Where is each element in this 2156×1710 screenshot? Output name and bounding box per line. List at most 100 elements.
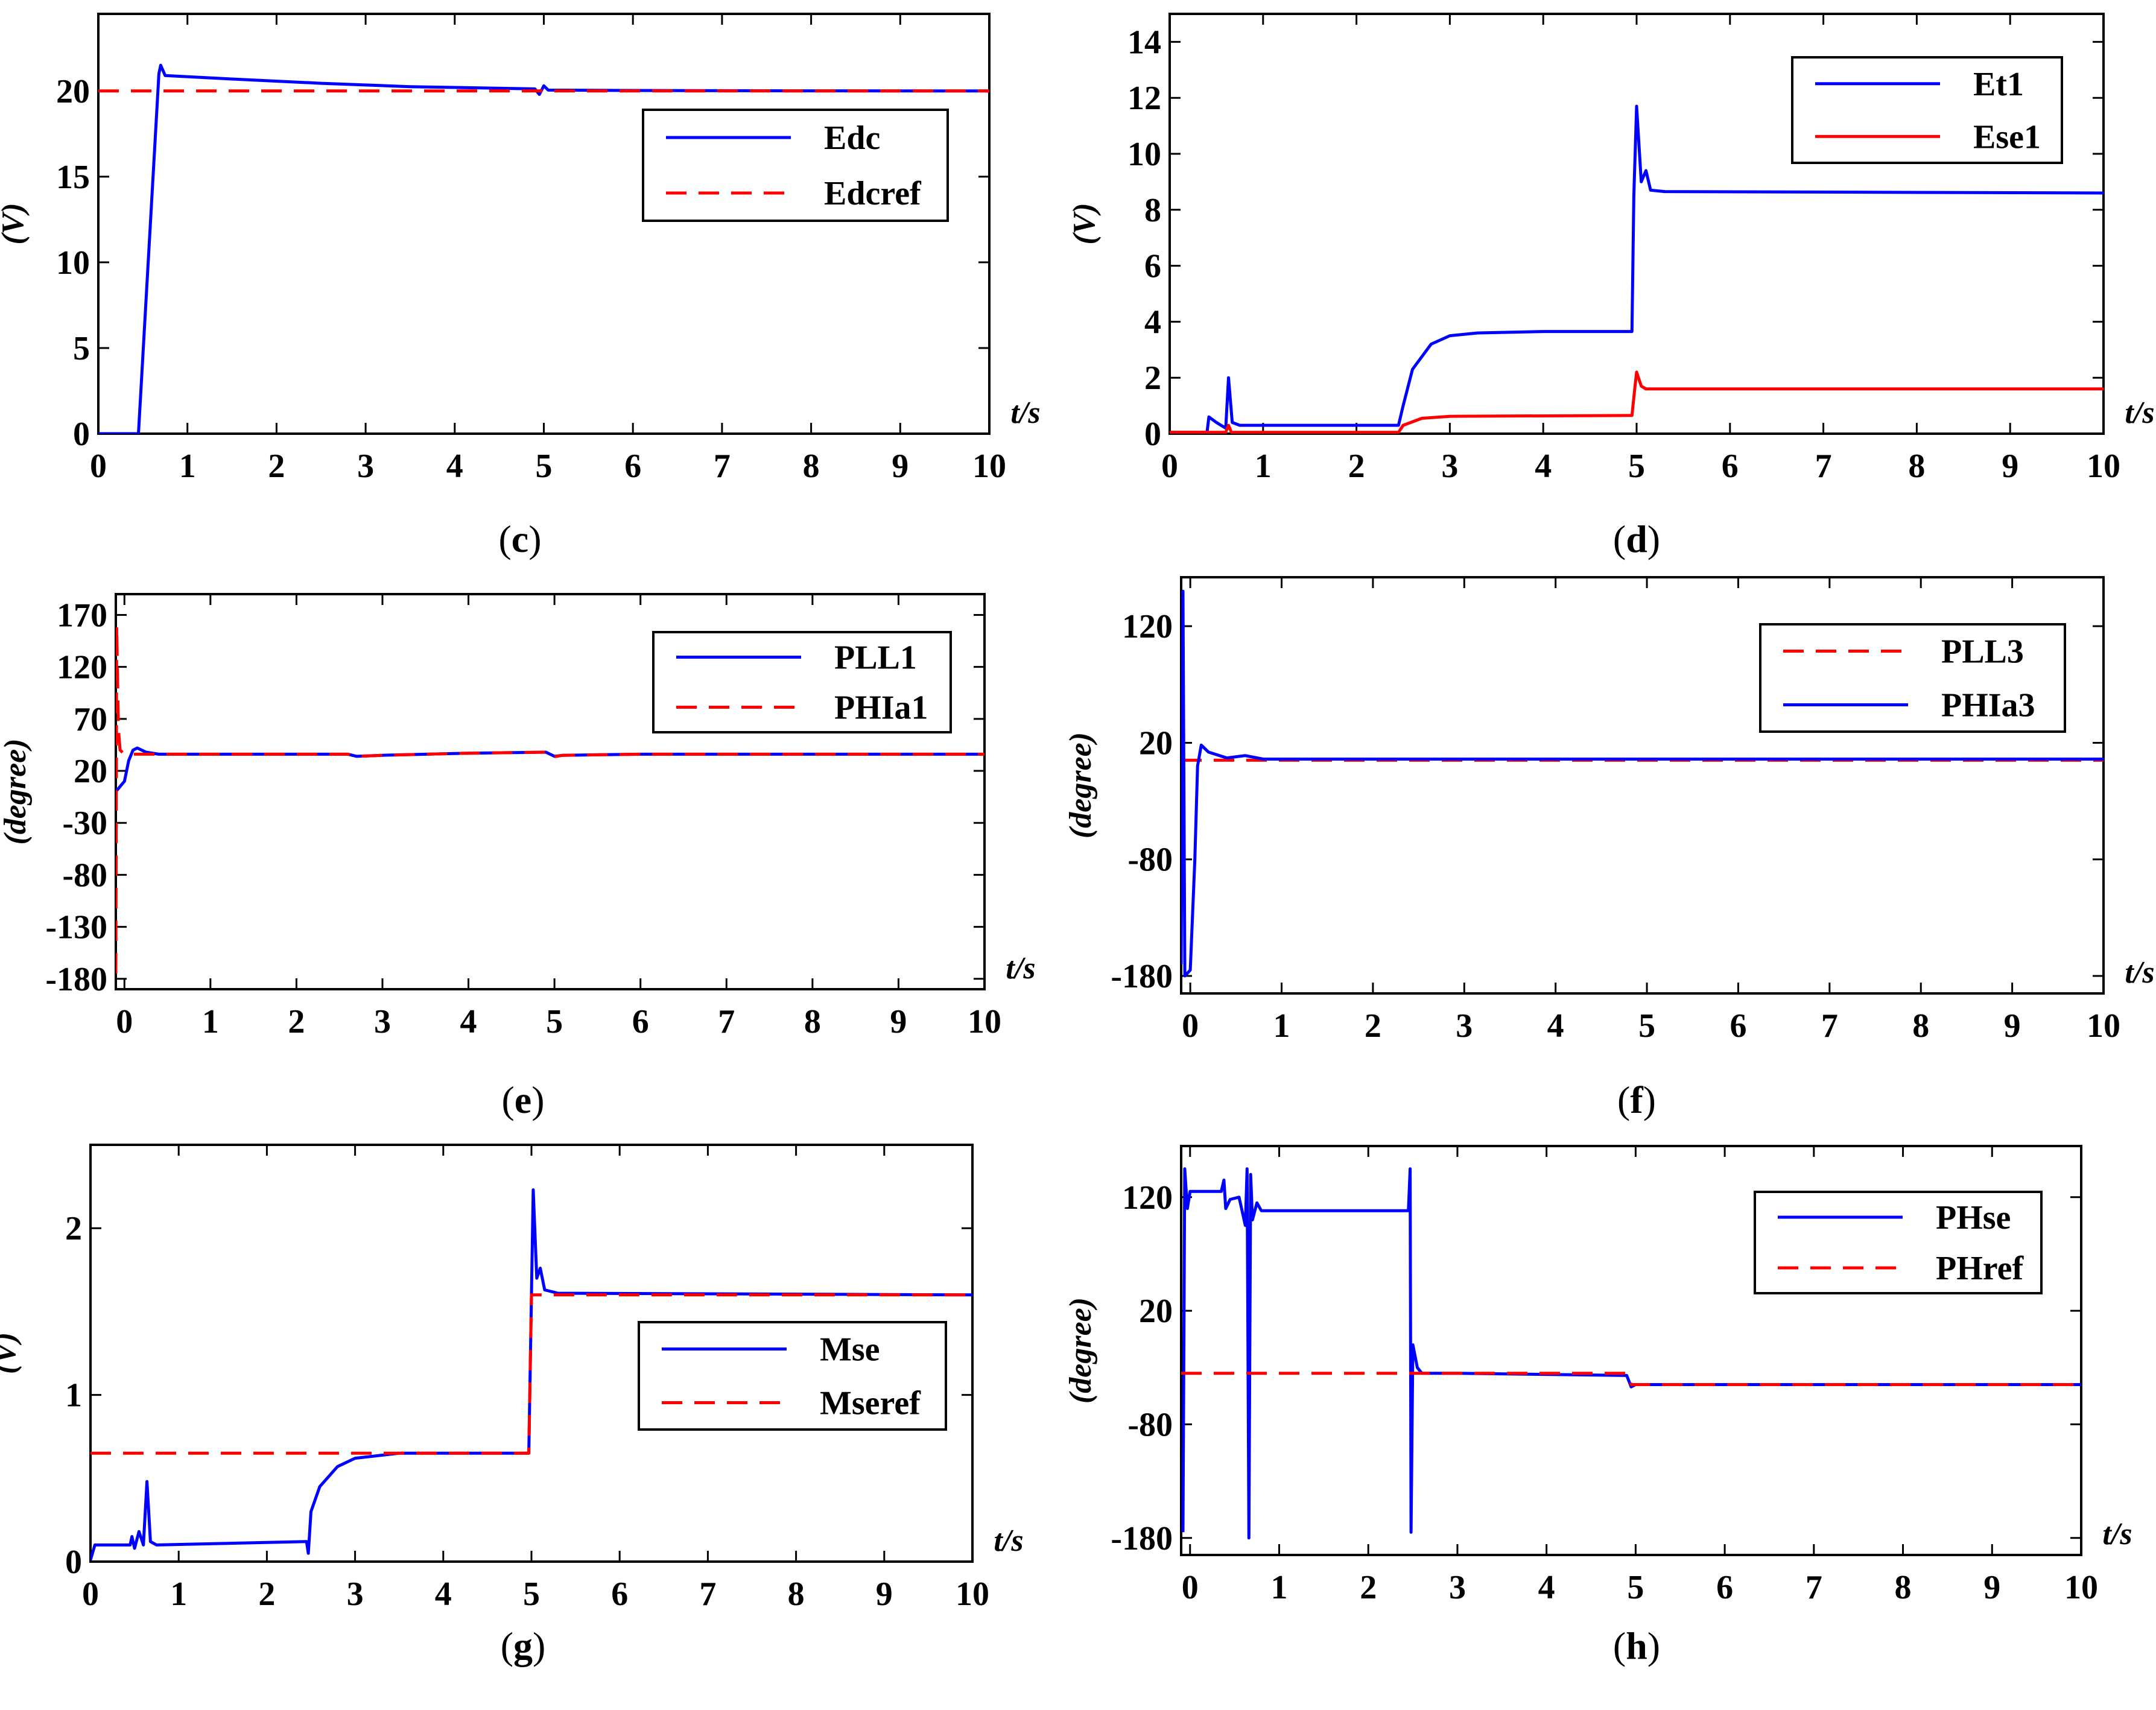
- x-tick-label: 7: [714, 448, 731, 485]
- x-tick-label: 2: [288, 1003, 305, 1040]
- y-tick-label: 120: [1122, 1179, 1173, 1217]
- x-tick-label: 8: [1912, 1007, 1929, 1045]
- y-axis-label: (degree): [1064, 1297, 1098, 1404]
- caption-close-paren: ): [1647, 518, 1660, 560]
- y-tick-label: 0: [1144, 416, 1161, 453]
- x-tick-label: 0: [1182, 1007, 1199, 1045]
- x-tick-label: 4: [1535, 448, 1552, 485]
- x-tick-label: 4: [1547, 1007, 1564, 1045]
- x-tick-label: 8: [1895, 1569, 1912, 1606]
- x-tick-label: 4: [446, 448, 463, 485]
- y-tick-label: 0: [73, 416, 90, 453]
- panel-e: 0 1 2 3 4 5 6 7 8 9 10 -180 -130 -80 -30 20 70 120 170 (deg…: [0, 593, 1036, 1121]
- x-tick-label: 3: [1449, 1569, 1466, 1606]
- x-tick-label: 0: [90, 448, 107, 485]
- x-tick-label: 3: [347, 1575, 364, 1613]
- x-tick-label: 8: [804, 1003, 821, 1040]
- caption-close-paren: ): [528, 518, 541, 560]
- panel-caption: (f): [1617, 1078, 1656, 1121]
- caption-letter: e: [515, 1078, 531, 1121]
- legend-label-mse: Mse: [820, 1331, 880, 1369]
- caption-letter: d: [1626, 518, 1647, 560]
- x-tick-label: 9: [2002, 448, 2018, 485]
- y-tick-label: 170: [57, 597, 107, 634]
- x-tick-label: 0: [1161, 448, 1178, 485]
- x-tick-label: 9: [2004, 1007, 2021, 1045]
- y-tick-label: 0: [65, 1544, 82, 1581]
- caption-letter: f: [1630, 1078, 1643, 1121]
- y-tick-label: -80: [62, 857, 107, 894]
- x-tick-label: 10: [2064, 1569, 2098, 1606]
- x-axis-label: t/s: [1010, 396, 1040, 430]
- y-tick-label: 4: [1144, 303, 1161, 341]
- x-axis-label: t/s: [2125, 955, 2154, 990]
- x-tick-label: 10: [956, 1575, 989, 1613]
- y-axis-label: (V): [0, 1332, 22, 1374]
- x-tick-label: 1: [179, 448, 196, 485]
- x-tick-label: 7: [1815, 448, 1832, 485]
- x-tick-label: 7: [718, 1003, 735, 1040]
- panel-c: 0 1 2 3 4 5 6 7 8 9 10 0 5 10 15 20 (V) t/s Edc Edcref (c): [0, 13, 1041, 560]
- panel-f: 0 1 2 3 4 5 6 7 8 9 10-180-8020120(degree)t/sPLL3P…: [1064, 576, 2155, 1121]
- y-tick-label: 120: [1122, 608, 1173, 645]
- legend-label-phse: PHse: [1936, 1199, 2011, 1237]
- panel-caption: (c): [498, 518, 541, 560]
- caption-close-paren: ): [533, 1624, 545, 1667]
- y-tick-label: 12: [1127, 80, 1161, 117]
- x-tick-label: 6: [1722, 448, 1739, 485]
- legend: Edc Edcref: [642, 109, 949, 222]
- y-tick-label: 20: [56, 73, 90, 110]
- panel-g: 0 1 2 3 4 5 6 7 8 9 10 0 1 2 (V) t/s Mse Mseref (g): [0, 1144, 1024, 1667]
- panel-caption: (g): [501, 1624, 546, 1667]
- y-axis-label: (V): [0, 203, 30, 244]
- x-tick-label: 8: [788, 1575, 805, 1613]
- x-tick-label: 0: [1182, 1569, 1199, 1606]
- x-tick-label: 10: [968, 1003, 1001, 1040]
- y-tick-label: 2: [65, 1210, 82, 1247]
- y-axis-label: (degree): [0, 738, 33, 844]
- y-tick-label: 20: [74, 753, 107, 790]
- x-tick-label: 9: [892, 448, 908, 485]
- legend-box: [638, 1321, 947, 1431]
- y-tick-label: 10: [1127, 136, 1161, 173]
- legend-label-mseref: Mseref: [820, 1385, 921, 1422]
- legend-box: [1754, 1191, 2043, 1294]
- x-tick-label: 3: [357, 448, 374, 485]
- x-tick-label: 5: [546, 1003, 563, 1040]
- caption-open-paren: (: [1613, 1624, 1626, 1667]
- panel-caption: (e): [501, 1078, 544, 1121]
- y-tick-label: -80: [1127, 841, 1173, 879]
- x-tick-label: 6: [611, 1575, 628, 1613]
- caption-open-paren: (: [1617, 1078, 1630, 1121]
- x-axis-label: t/s: [2102, 1517, 2132, 1551]
- x-tick-label: 1: [1255, 448, 1272, 485]
- x-tick-label: 8: [1908, 448, 1925, 485]
- y-tick-label: 15: [56, 159, 90, 196]
- legend-box: [1791, 56, 2063, 164]
- y-tick-label: -80: [1127, 1406, 1173, 1443]
- caption-close-paren: ): [1643, 1078, 1656, 1121]
- x-tick-label: 0: [116, 1003, 133, 1040]
- series-line-phia1: [116, 624, 984, 974]
- legend: Et1 Ese1: [1791, 56, 2063, 164]
- x-tick-label: 10: [2087, 1007, 2120, 1045]
- x-tick-label: 0: [82, 1575, 99, 1613]
- y-axis-label: (V): [1067, 203, 1102, 244]
- x-axis-label: t/s: [2125, 396, 2154, 430]
- x-tick-label: 7: [1806, 1569, 1822, 1606]
- plot-frame: [97, 13, 991, 435]
- x-tick-label: 2: [1348, 448, 1365, 485]
- x-tick-label: 10: [2087, 448, 2120, 485]
- legend-label-phia1: PHIa1: [834, 689, 928, 727]
- series-line-mseref: [90, 1293, 972, 1455]
- x-tick-label: 10: [972, 448, 1006, 485]
- x-axis-label: t/s: [1006, 951, 1035, 986]
- x-tick-label: 5: [1627, 1569, 1644, 1606]
- caption-letter: h: [1626, 1624, 1647, 1667]
- legend-label-phia3: PHIa3: [1941, 687, 2035, 724]
- x-tick-label: 6: [632, 1003, 649, 1040]
- y-tick-label: 5: [73, 330, 90, 367]
- x-tick-label: 5: [536, 448, 553, 485]
